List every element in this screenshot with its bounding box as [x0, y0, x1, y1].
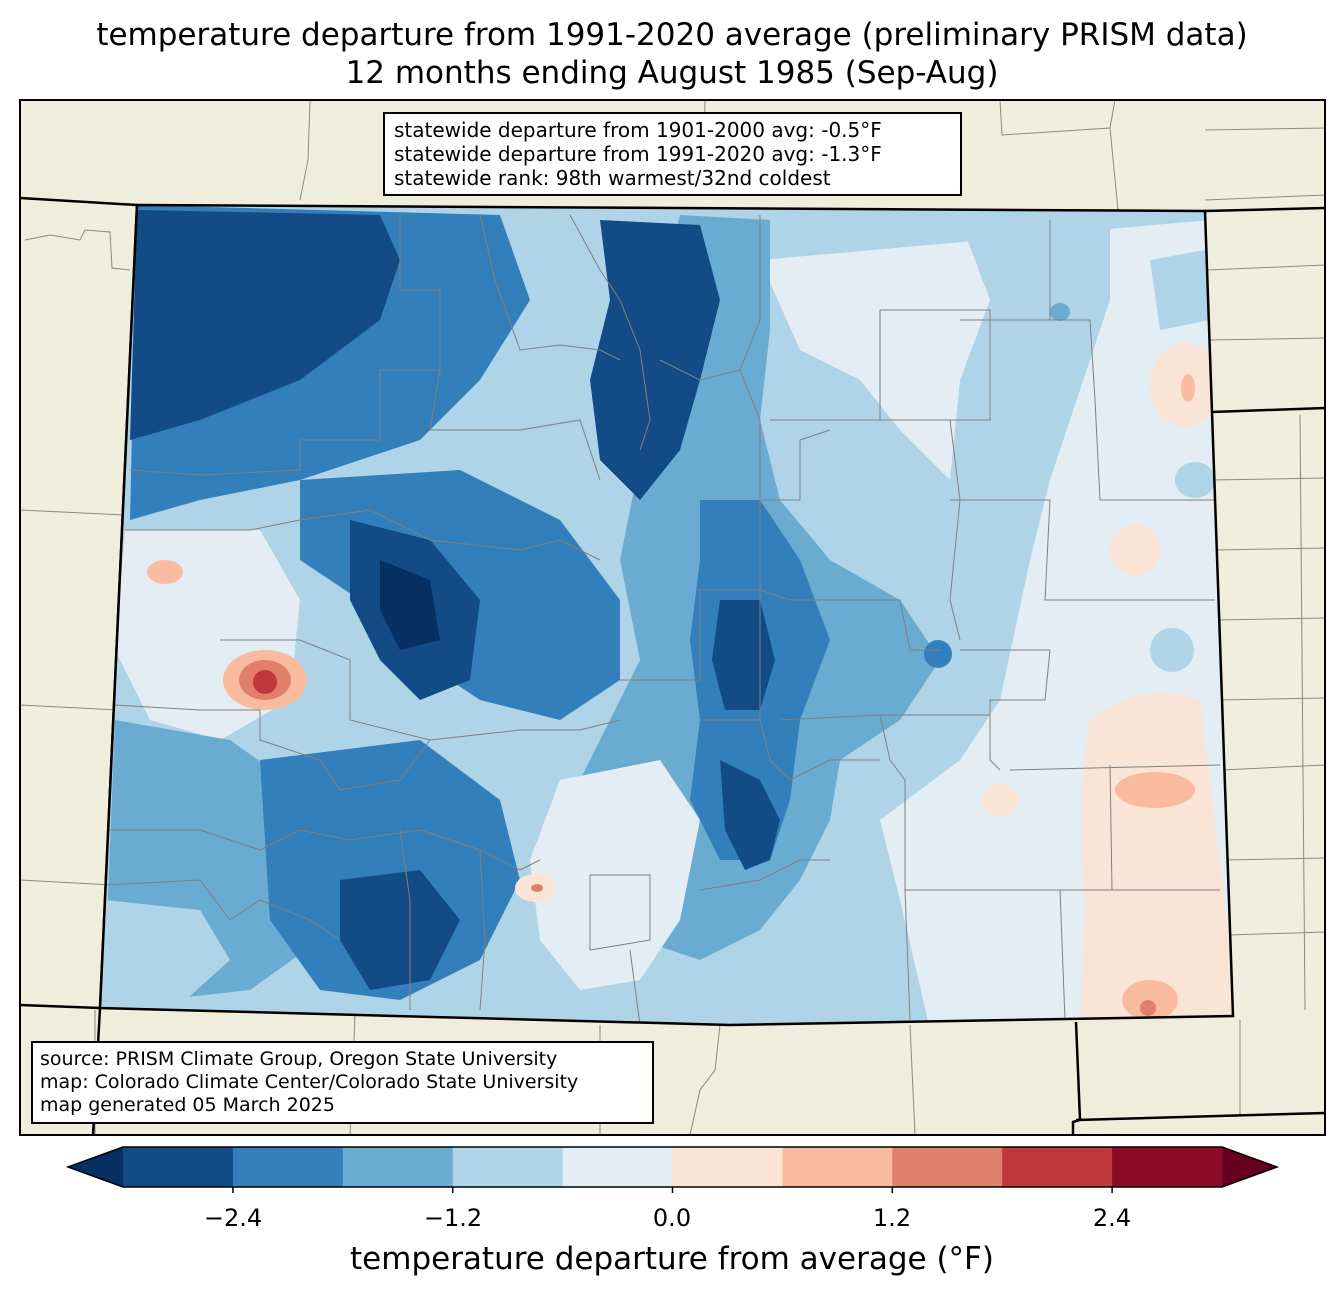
colorbar-bin [562, 1147, 673, 1187]
colorbar [65, 1146, 1280, 1193]
colorbar-bin [342, 1147, 454, 1187]
field-blue-spot-ne [1175, 462, 1215, 498]
field-north-central [590, 220, 720, 500]
field-blue-spot-e [1150, 628, 1194, 672]
colorbar-bin [1002, 1147, 1113, 1187]
temperature-field [100, 205, 1233, 1025]
colorado-counties [104, 214, 1221, 1025]
field-central-core [380, 560, 440, 650]
field-warm-s-core [1140, 1000, 1156, 1016]
field-warm-nw [147, 560, 183, 584]
colorbar-bin [892, 1147, 1003, 1187]
map-frame [19, 99, 1326, 1136]
field-warm-sw-core [531, 884, 543, 892]
field-san-juans-dark [340, 870, 460, 990]
stats-line-1: statewide departure from 1901-2000 avg: … [394, 118, 882, 142]
field-northwest-darkest [130, 210, 400, 440]
colorbar-label: temperature departure from average (°F) [350, 1241, 994, 1277]
source-line-3: map generated 05 March 2025 [40, 1094, 335, 1116]
colorbar-tick-label: 0.0 [652, 1204, 692, 1232]
colorado-border [98, 203, 1235, 1027]
source-box: source: PRISM Climate Group, Oregon Stat… [31, 1041, 654, 1124]
map-title-line2: 12 months ending August 1985 (Sep-Aug) [345, 55, 999, 91]
stats-line-2: statewide departure from 1991-2020 avg: … [394, 142, 882, 166]
colorbar-bin [452, 1147, 564, 1187]
colorbar-tick-label: −1.2 [423, 1204, 483, 1232]
colorbar-bin [782, 1147, 893, 1187]
colorbar-tick-label: 2.4 [1092, 1204, 1132, 1232]
field-warm-west-core [253, 670, 277, 694]
source-line-2: map: Colorado Climate Center/Colorado St… [40, 1071, 579, 1093]
colorbar-tick-label: −2.4 [203, 1204, 263, 1232]
source-line-1: source: PRISM Climate Group, Oregon Stat… [40, 1048, 558, 1070]
colorbar-bin [672, 1147, 783, 1187]
field-raton [720, 760, 780, 870]
field-east-blue [880, 215, 1110, 760]
colorbar-tick-label: 1.2 [872, 1204, 912, 1232]
field-blue-spot-se [924, 640, 952, 668]
field-san-juans [260, 740, 520, 1000]
colorbar-bin [232, 1147, 344, 1187]
map-title-line1: temperature departure from 1991-2020 ave… [96, 17, 1248, 53]
field-warm-e [1110, 525, 1160, 575]
field-blue-patch-a [1150, 250, 1210, 330]
colorbar-outline [65, 1146, 1280, 1188]
statewide-stats-box: statewide departure from 1901-2000 avg: … [383, 112, 962, 196]
colorbar-bin [123, 1147, 234, 1187]
field-warm-se-small [982, 784, 1018, 816]
field-warm-ne-core [1181, 374, 1195, 402]
field-blue-spot-ne2 [1050, 303, 1070, 321]
field-warm-se-core [1115, 772, 1195, 808]
field-southwest-light [100, 900, 230, 1005]
colorbar-bin [1112, 1147, 1223, 1187]
colorbar-under-extension [68, 1147, 123, 1187]
field-warm-s [1122, 980, 1178, 1020]
stats-line-3: statewide rank: 98th warmest/32nd coldes… [394, 166, 831, 190]
field-warm-se [1080, 693, 1233, 1025]
colorbar-over-extension [1222, 1147, 1277, 1187]
field-pikes [712, 600, 775, 710]
